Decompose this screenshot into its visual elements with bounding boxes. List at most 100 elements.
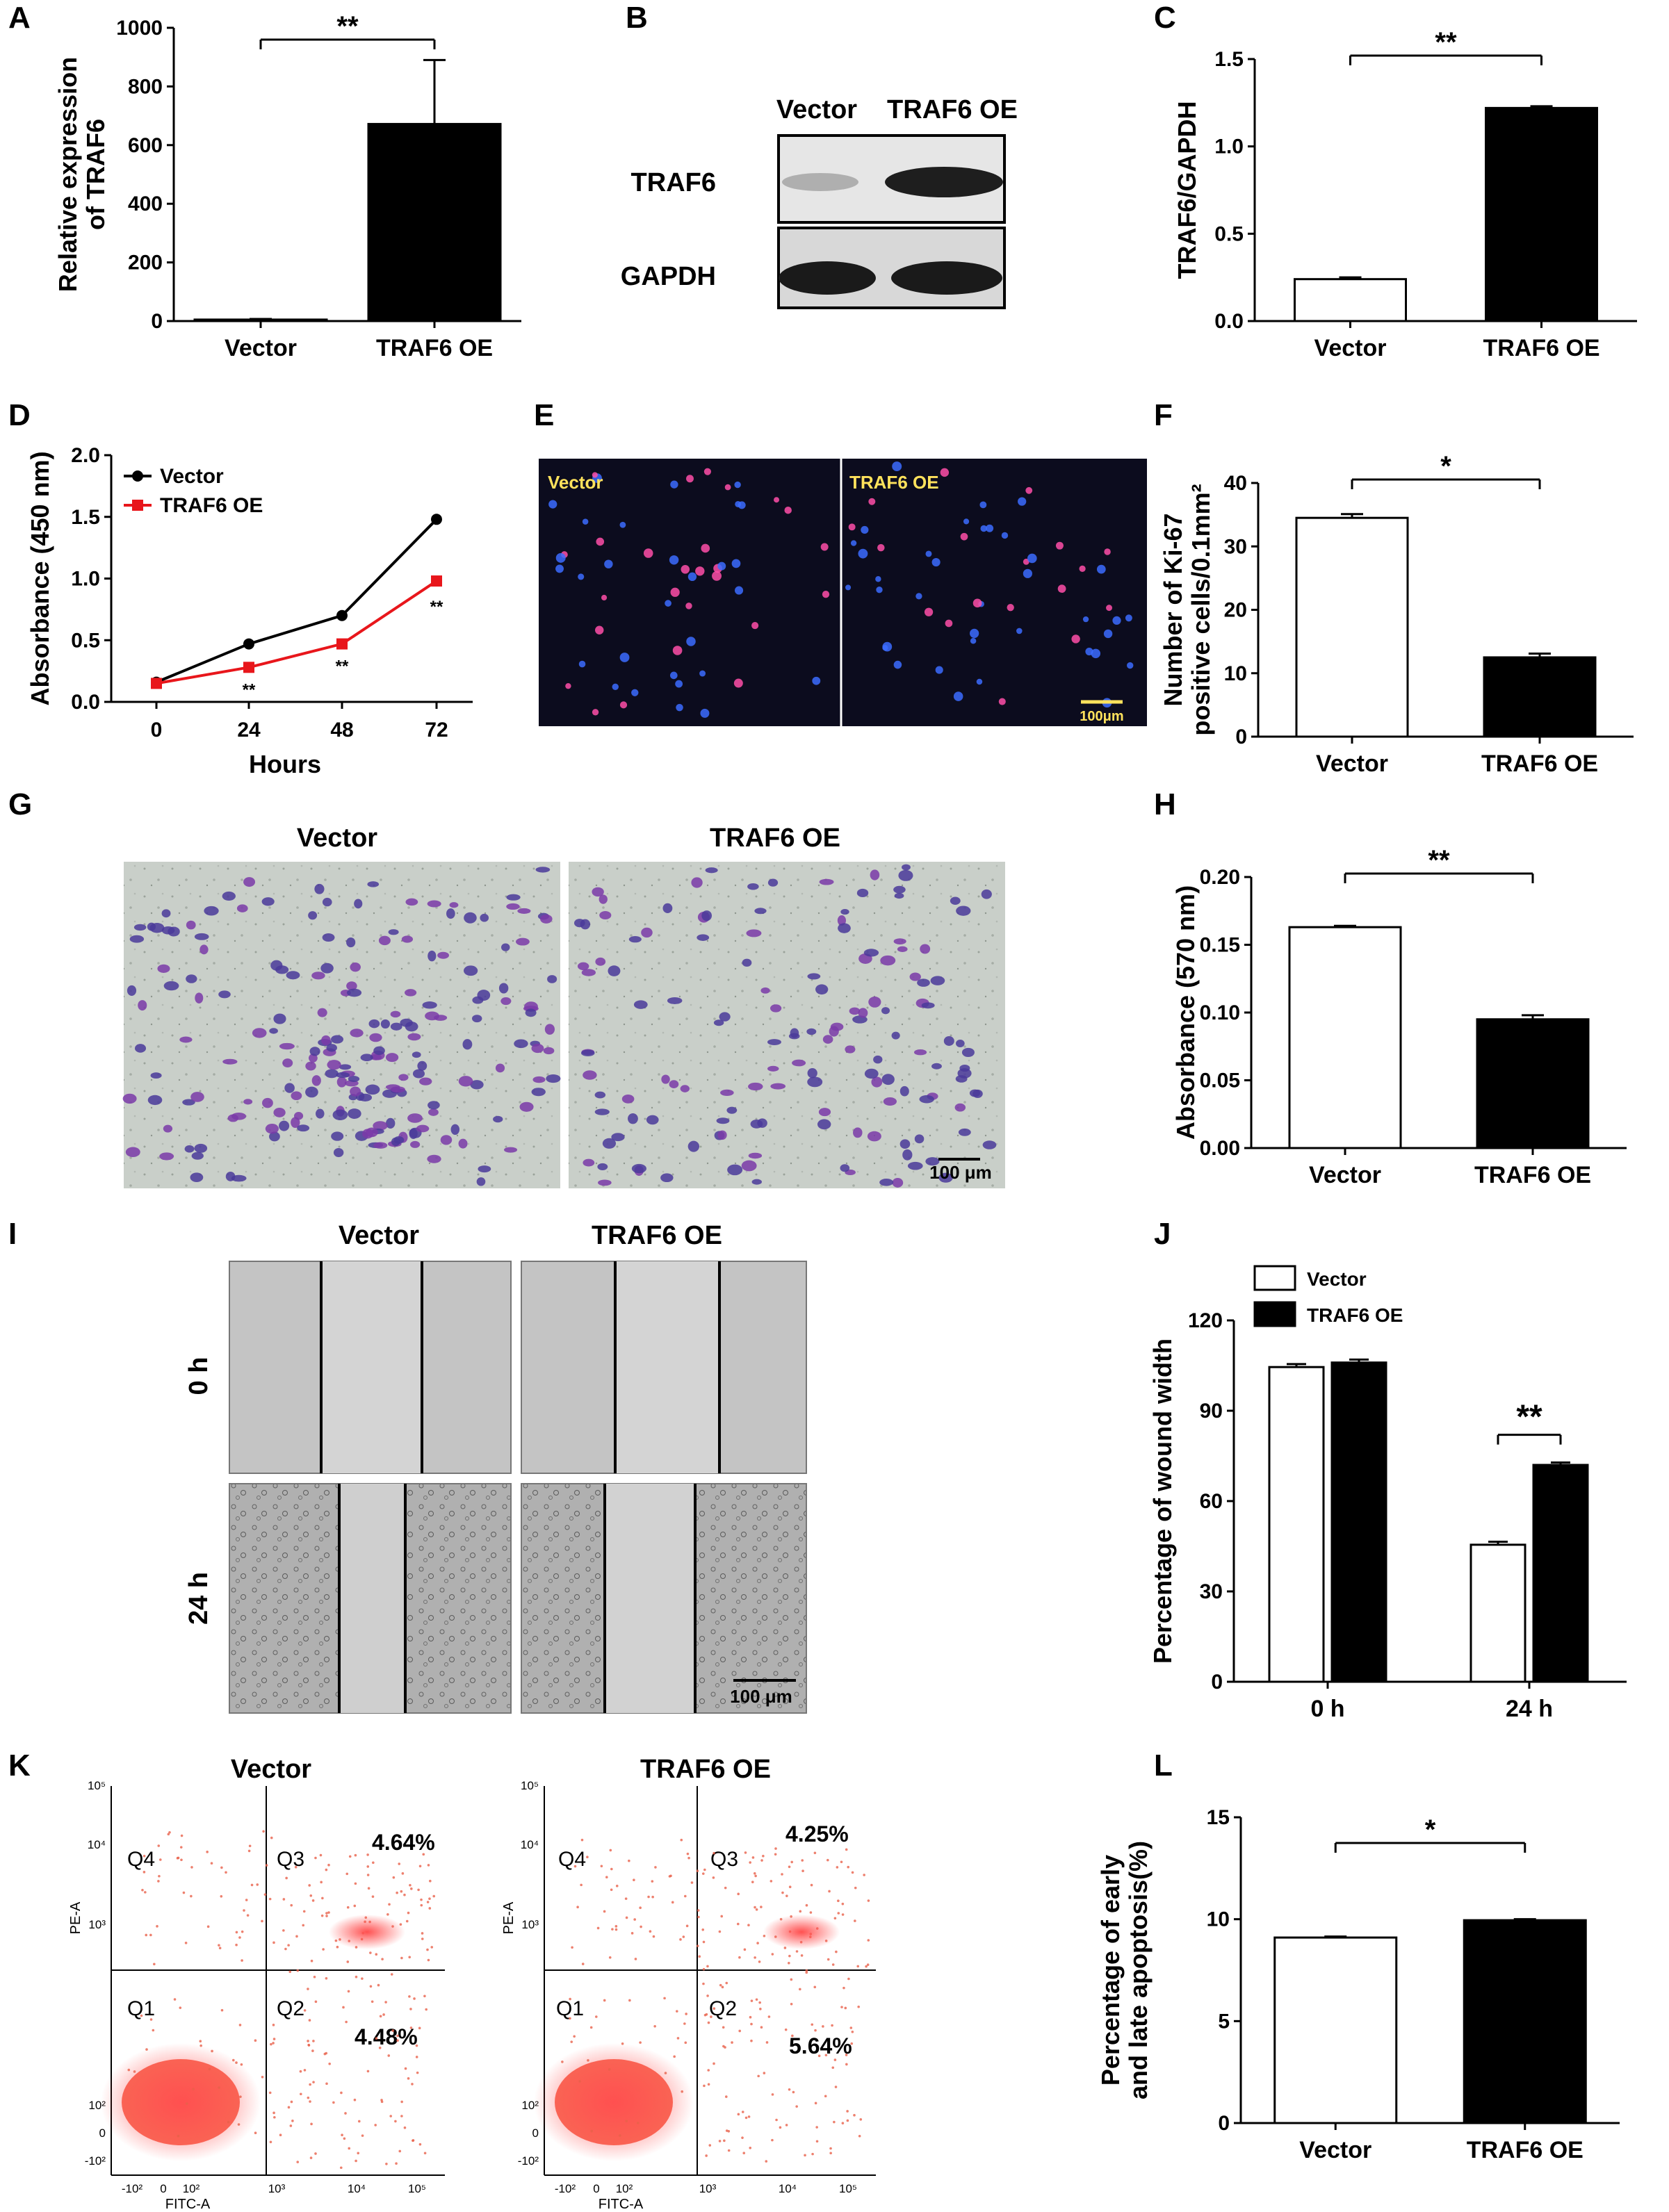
- panel-label-a: A: [8, 1, 31, 35]
- ki67-fluorescence-panel: Vector TRAF6 OE 100μm: [539, 459, 1147, 726]
- flow-event: [857, 2005, 860, 2008]
- flow-x-tick-label: 10³: [699, 2182, 717, 2195]
- flow-event: [206, 1851, 209, 1853]
- cell-nucleus: [953, 691, 963, 701]
- flow-event: [396, 1891, 398, 1894]
- flow-q3-cluster: [763, 1915, 840, 1949]
- wound-gap-vector-0h: [321, 1261, 422, 1473]
- flow-event: [220, 1866, 223, 1869]
- flow-event: [254, 2131, 257, 2135]
- flow-event: [179, 1846, 183, 1849]
- wound-row-0h: 0 h: [184, 1357, 213, 1395]
- stained-cell: [701, 910, 713, 921]
- flow-event: [375, 1953, 378, 1956]
- stained-cell: [863, 949, 879, 957]
- stained-cell: [311, 972, 325, 980]
- flow-event: [681, 2090, 683, 2093]
- flow-event: [707, 2069, 710, 2072]
- significance-marker: **: [430, 598, 443, 616]
- flow-event: [347, 1990, 350, 1993]
- flow-event: [697, 1909, 700, 1912]
- flow-event: [724, 2046, 726, 2049]
- flow-event: [701, 1928, 705, 1931]
- cell-nucleus: [555, 564, 564, 573]
- flow-event: [388, 1903, 391, 1906]
- stained-cell: [386, 1117, 396, 1129]
- cell-nucleus: [970, 638, 977, 644]
- transwell-panel: Vector TRAF6 OE 100 μm: [122, 824, 1005, 1188]
- flow-x-tick-label: -10²: [122, 2182, 143, 2195]
- stained-cell: [592, 887, 604, 897]
- flow-event: [340, 2091, 343, 2095]
- flow-event: [847, 1977, 850, 1981]
- flow-event: [210, 1862, 213, 1865]
- flow-event: [707, 2021, 710, 2024]
- flow-event: [710, 2015, 713, 2018]
- y-axis-label: TRAF6/GAPDH: [1173, 101, 1201, 279]
- flow-event: [180, 1834, 184, 1837]
- stained-cell: [138, 1000, 147, 1011]
- panel-label-b: B: [626, 1, 648, 35]
- flow-event: [302, 1924, 305, 1927]
- flow-event: [737, 1892, 740, 1896]
- flow-event: [799, 1910, 802, 1913]
- flow-event: [639, 2041, 642, 2044]
- flow-event: [611, 1928, 614, 1931]
- blot-col-vector: Vector: [776, 95, 857, 124]
- cell-nucleus: [670, 480, 678, 489]
- stained-cell: [182, 1099, 195, 1106]
- stained-cell: [147, 922, 156, 931]
- stained-cell: [595, 957, 606, 966]
- flow-event: [724, 1886, 727, 1890]
- flow-event: [867, 1939, 870, 1942]
- flow-event: [404, 2067, 407, 2070]
- flow-event: [294, 1865, 298, 1869]
- cell-nucleus: [876, 587, 883, 593]
- flow-event: [696, 1869, 699, 1872]
- cell-nucleus: [986, 524, 994, 532]
- flow-event: [218, 1947, 222, 1949]
- flow-event: [608, 1956, 612, 1959]
- flow-event: [256, 1883, 259, 1886]
- legend-marker: [132, 470, 143, 482]
- flow-event: [791, 2034, 794, 2038]
- flow-event: [750, 1999, 754, 2002]
- flow-event: [742, 2152, 746, 2155]
- flow-event: [325, 1915, 328, 1917]
- flow-event: [684, 2041, 687, 2045]
- flow-event: [345, 1872, 349, 1876]
- flow-event: [348, 1855, 352, 1858]
- stained-cell: [186, 920, 196, 930]
- flow-event: [751, 1881, 754, 1883]
- flow-event: [321, 1896, 324, 1900]
- stained-cell: [599, 910, 612, 920]
- panel-label-h: H: [1154, 787, 1176, 821]
- flow-event: [133, 2070, 136, 2073]
- stained-cell: [269, 1028, 278, 1034]
- stained-cell: [291, 1091, 302, 1101]
- flow-x-tick-label: 10⁵: [839, 2182, 857, 2195]
- stained-cell: [478, 1165, 491, 1173]
- flow-event: [858, 2134, 861, 2138]
- flow-event: [408, 1995, 411, 1998]
- stained-cell: [822, 1035, 833, 1044]
- flow-event: [416, 2071, 419, 2074]
- flow-event: [272, 2024, 275, 2026]
- flow-q3-percent: 4.25%: [785, 1821, 849, 1846]
- cell-nucleus: [1016, 628, 1023, 634]
- stained-cell: [943, 1036, 954, 1046]
- flow-event: [836, 1866, 839, 1869]
- stained-cell: [190, 1172, 204, 1183]
- x-tick-label: TRAF6 OE: [376, 335, 493, 361]
- stained-cell: [350, 1086, 361, 1097]
- flow-event: [669, 1874, 672, 1878]
- stained-cell: [322, 897, 332, 907]
- flow-event: [400, 2115, 403, 2117]
- flow-event: [220, 2008, 224, 2012]
- y-tick-label: 0.10: [1200, 1001, 1240, 1024]
- cell-nucleus: [1125, 614, 1132, 622]
- stained-cell: [284, 1083, 295, 1093]
- flow-event: [685, 2013, 687, 2015]
- flow-event: [261, 1919, 263, 1923]
- stained-cell: [333, 1147, 344, 1158]
